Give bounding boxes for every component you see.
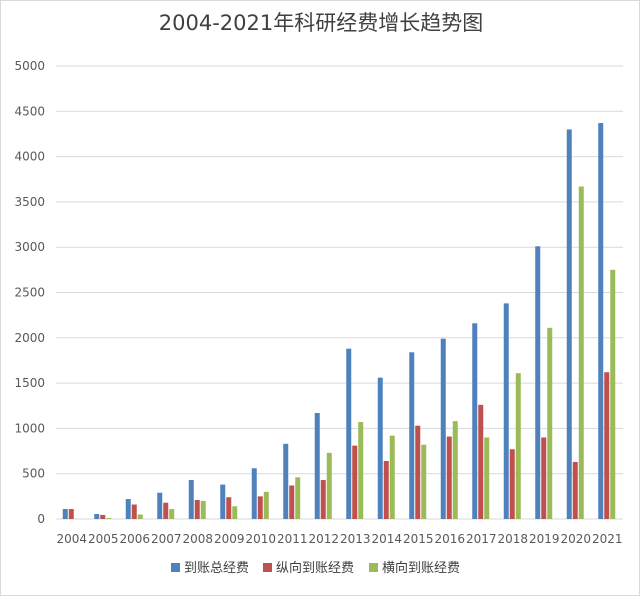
bar [503, 303, 509, 519]
x-tick-label: 2014 [371, 532, 402, 546]
y-tick-label: 3000 [14, 240, 45, 254]
bar [200, 500, 206, 519]
legend-label: 到账总经费 [184, 561, 249, 576]
bar [251, 468, 257, 519]
y-tick-label: 2000 [14, 331, 45, 345]
x-tick-label: 2010 [245, 532, 276, 546]
y-tick-label: 2500 [14, 286, 45, 300]
bar [409, 352, 415, 519]
x-tick-label: 2021 [592, 532, 623, 546]
bar [100, 514, 106, 519]
y-tick-label: 0 [37, 512, 45, 526]
bar [472, 323, 478, 519]
bar [515, 373, 521, 519]
bar [131, 504, 137, 519]
y-tick-label: 4000 [14, 150, 45, 164]
x-tick-label: 2008 [182, 532, 213, 546]
bar [547, 327, 553, 519]
bar [346, 348, 352, 519]
bar [289, 485, 295, 519]
bar [263, 491, 269, 519]
x-tick-label: 2016 [434, 532, 465, 546]
y-tick-label: 4500 [14, 104, 45, 118]
bar [163, 502, 169, 519]
bar [389, 435, 395, 519]
legend-label: 纵向到账经费 [276, 560, 354, 576]
y-tick-label: 1500 [14, 376, 45, 390]
x-tick-label: 2015 [403, 532, 434, 546]
bar [610, 269, 616, 519]
y-tick-label: 1000 [14, 421, 45, 435]
bar [326, 452, 332, 519]
legend-swatch [171, 563, 180, 572]
bar [283, 443, 289, 519]
bar [169, 509, 175, 519]
x-tick-label: 2005 [88, 532, 119, 546]
bar [478, 404, 484, 519]
x-tick-label: 2018 [497, 532, 528, 546]
x-tick-label: 2004 [56, 532, 87, 546]
bar [598, 123, 604, 519]
x-tick-label: 2009 [214, 532, 245, 546]
y-tick-label: 3500 [14, 195, 45, 209]
bar [440, 338, 446, 519]
bar [452, 421, 458, 519]
y-tick-label: 500 [22, 467, 45, 481]
x-tick-label: 2013 [340, 532, 371, 546]
bar [68, 509, 74, 519]
bar [566, 129, 572, 520]
bar [509, 449, 515, 519]
x-tick-label: 2007 [151, 532, 182, 546]
bar [415, 425, 421, 519]
bar [484, 437, 490, 519]
bar [535, 246, 541, 519]
bar [604, 372, 610, 519]
bar [352, 445, 358, 519]
bar [314, 412, 320, 519]
legend-label: 横向到账经费 [382, 560, 460, 576]
legend-swatch [263, 563, 272, 572]
bar [157, 492, 163, 519]
bar [320, 480, 326, 519]
bar [226, 497, 232, 519]
bar [220, 484, 226, 519]
bar [232, 506, 238, 519]
x-tick-label: 2011 [277, 532, 308, 546]
y-tick-label: 5000 [14, 59, 45, 73]
bar [541, 437, 547, 519]
bar [383, 461, 389, 519]
bar [194, 499, 200, 519]
bar [125, 499, 131, 519]
x-tick-label: 2017 [466, 532, 497, 546]
bar [377, 377, 383, 519]
bar [106, 518, 112, 519]
x-tick-label: 2012 [308, 532, 339, 546]
bar [295, 477, 301, 519]
bar [421, 444, 427, 519]
chart-title: 2004-2021年科研经费增长趋势图 [158, 11, 484, 35]
x-tick-label: 2019 [529, 532, 560, 546]
bar [572, 461, 578, 519]
bar [257, 496, 263, 519]
bar [137, 514, 143, 519]
bar [358, 422, 364, 519]
x-tick-label: 2020 [560, 532, 591, 546]
bar [188, 480, 194, 519]
bar [446, 436, 452, 519]
bar [94, 514, 100, 519]
bar [578, 186, 584, 520]
bar [62, 509, 68, 519]
x-tick-label: 2006 [119, 532, 150, 546]
legend-swatch [369, 563, 378, 572]
